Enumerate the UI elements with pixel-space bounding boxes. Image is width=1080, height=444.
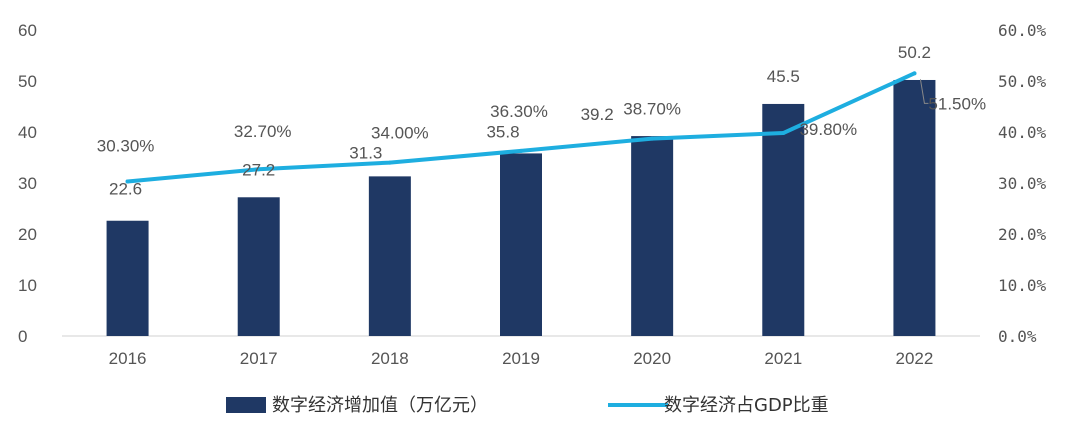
x-tick-label: 2022 bbox=[896, 349, 934, 368]
line-data-label: 39.80% bbox=[799, 120, 857, 139]
line-point bbox=[650, 136, 655, 141]
line-data-label: 51.50% bbox=[928, 94, 986, 113]
left-y-tick-label: 50 bbox=[18, 72, 37, 91]
right-y-tick-label: 50.0% bbox=[998, 72, 1047, 91]
bar-series bbox=[106, 79, 936, 336]
left-y-tick-label: 30 bbox=[18, 174, 37, 193]
line-data-label: 38.70% bbox=[623, 100, 681, 119]
line-point bbox=[519, 148, 523, 153]
bar bbox=[500, 153, 542, 336]
right-y-tick-label: 20.0% bbox=[998, 225, 1047, 244]
line-point bbox=[912, 71, 917, 76]
bar bbox=[762, 103, 805, 336]
bar bbox=[368, 176, 411, 336]
bar-data-label: 31.3 bbox=[349, 143, 382, 162]
legend: 数字经济增加值（万亿元） 数字经济占GDP比重 bbox=[226, 395, 829, 416]
x-tick-label: 2018 bbox=[371, 349, 409, 368]
bar-data-label: 27.2 bbox=[242, 160, 275, 179]
legend-swatch-bar bbox=[226, 397, 266, 413]
legend-label-bar: 数字经济增加值（万亿元） bbox=[272, 395, 488, 416]
line-data-labels: 30.30% 32.70% 34.00% 36.30% 38.70% 39.80% 51.5… bbox=[97, 79, 986, 155]
x-tick-label: 2019 bbox=[502, 349, 540, 368]
line-data-label: 34.00% bbox=[371, 124, 429, 143]
left-y-tick-label: 0 bbox=[18, 327, 27, 346]
right-y-axis: 0.0% 10.0% 20.0% 30.0% 40.0% 50.0% 60.0% bbox=[998, 21, 1047, 346]
right-y-tick-label: 40.0% bbox=[998, 123, 1047, 142]
line-series bbox=[125, 71, 917, 184]
left-y-tick-label: 20 bbox=[18, 225, 37, 244]
bar-data-label: 39.2 bbox=[581, 105, 614, 124]
x-tick-label: 2016 bbox=[109, 349, 147, 368]
bar-data-label: 45.5 bbox=[767, 67, 800, 86]
line-data-label: 30.30% bbox=[97, 136, 155, 155]
right-y-tick-label: 60.0% bbox=[998, 21, 1047, 40]
bar bbox=[106, 220, 149, 336]
left-y-tick-label: 10 bbox=[18, 276, 37, 295]
x-tick-label: 2021 bbox=[764, 349, 802, 368]
left-y-tick-label: 60 bbox=[18, 21, 37, 40]
bar-data-label: 50.2 bbox=[898, 43, 931, 62]
right-y-tick-label: 0.0% bbox=[998, 327, 1037, 346]
bar-data-label: 35.8 bbox=[486, 122, 519, 141]
legend-label-line: 数字经济占GDP比重 bbox=[664, 395, 829, 416]
left-y-tick-label: 40 bbox=[18, 123, 37, 142]
x-axis: 2016 2017 2018 2019 2020 2021 2022 bbox=[109, 349, 934, 368]
line-point bbox=[125, 179, 130, 184]
line-data-label: 36.30% bbox=[490, 102, 548, 121]
x-tick-label: 2017 bbox=[240, 349, 278, 368]
bar-data-label: 22.6 bbox=[109, 180, 142, 199]
bar-data-labels: 22.6 27.2 31.3 35.8 39.2 45.5 50.2 bbox=[109, 43, 931, 199]
right-y-tick-label: 10.0% bbox=[998, 276, 1047, 295]
bar bbox=[893, 79, 936, 336]
line-data-label: 32.70% bbox=[234, 122, 292, 141]
line-point bbox=[256, 167, 261, 172]
leader-line bbox=[919, 79, 929, 104]
bar bbox=[631, 136, 674, 336]
x-tick-label: 2020 bbox=[633, 349, 671, 368]
left-y-axis: 0 10 20 30 40 50 60 bbox=[18, 21, 37, 346]
line-point bbox=[781, 131, 786, 136]
line-point bbox=[387, 160, 392, 165]
right-y-tick-label: 30.0% bbox=[998, 174, 1047, 193]
bar bbox=[237, 197, 280, 336]
